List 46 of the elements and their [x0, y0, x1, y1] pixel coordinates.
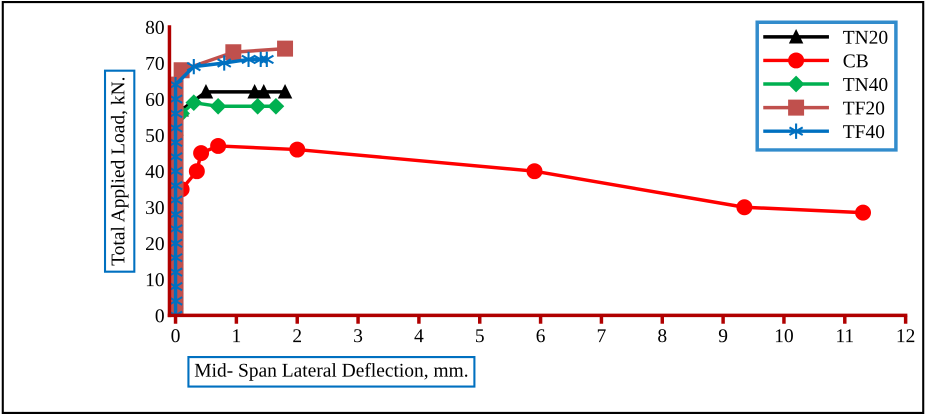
y-tick-label: 0 [156, 309, 164, 322]
point [225, 44, 242, 60]
y-axis-title: Total Applied Load, kN. [110, 78, 128, 266]
y-tick-label: 40 [146, 165, 164, 178]
point [199, 85, 213, 98]
x-tick-label: 6 [536, 329, 545, 342]
point [277, 40, 294, 57]
x-tick-label: 8 [658, 329, 666, 342]
x-tick-label: 3 [354, 329, 362, 342]
legend-label: TF40 [843, 125, 884, 138]
point [278, 85, 292, 98]
point [250, 98, 266, 114]
y-tick-label: 10 [146, 273, 164, 286]
y-tick-label: 80 [146, 20, 164, 34]
point [526, 163, 542, 180]
x-tick-label: 10 [776, 329, 793, 342]
x-tick-label: 7 [598, 329, 606, 342]
y-tick-label: 70 [146, 56, 164, 70]
point [257, 85, 270, 98]
point [289, 142, 306, 158]
legend-label: TN20 [843, 30, 888, 44]
x-tick-label: 12 [898, 329, 914, 342]
x-tick-label: 0 [171, 329, 180, 342]
x-tick-label: 11 [837, 329, 853, 342]
x-tick-label: 1 [233, 329, 240, 342]
x-tick-label: 4 [414, 329, 424, 342]
point [186, 94, 202, 111]
x-axis-title: Mid- Span Lateral Deflection, mm. [194, 362, 468, 381]
point [216, 54, 232, 72]
point [188, 163, 205, 180]
point [736, 199, 752, 216]
x-tick-label: 5 [476, 329, 484, 342]
legend-label: TN40 [843, 78, 888, 92]
legend-label: CB [844, 54, 868, 68]
y-tick-label: 60 [146, 92, 164, 106]
legend-label: TF20 [843, 101, 884, 115]
point [193, 145, 210, 162]
x-tick-label: 2 [293, 329, 302, 342]
y-tick-label: 50 [146, 128, 164, 142]
y-tick-label: 20 [146, 237, 164, 250]
y-tick-label: 30 [146, 201, 164, 214]
point [268, 98, 284, 114]
point [210, 138, 226, 154]
point [855, 204, 872, 221]
point [210, 98, 226, 114]
x-tick-label: 9 [718, 329, 728, 342]
